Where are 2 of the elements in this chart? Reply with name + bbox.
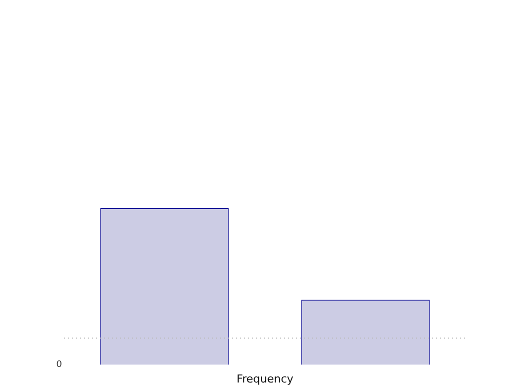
text: 0 [56, 360, 62, 370]
x-axis-title: Frequency [236, 372, 294, 386]
